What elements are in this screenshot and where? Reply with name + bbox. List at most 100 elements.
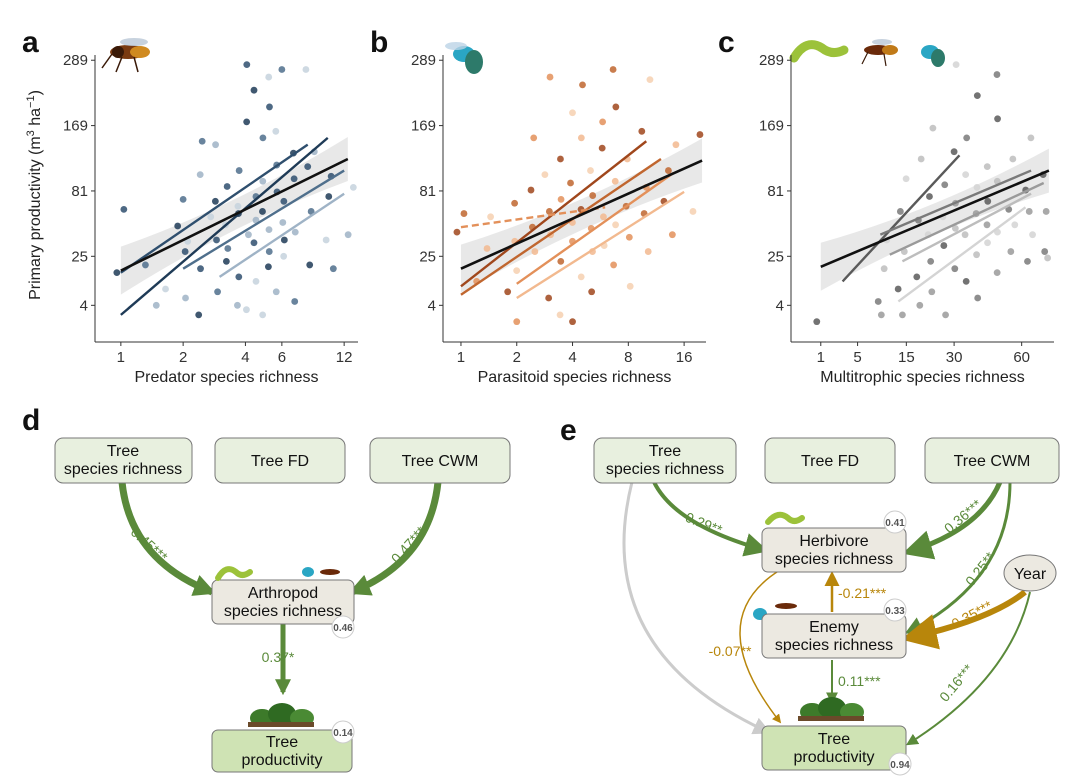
data-point (874, 298, 882, 305)
data-point (646, 76, 654, 84)
coef-year-productivity: 0.16*** (936, 661, 977, 705)
data-point (259, 208, 266, 215)
data-point (223, 183, 231, 190)
year-fit-line (516, 190, 685, 299)
data-point (196, 171, 204, 179)
arrow-treecwm-arthropod (347, 481, 442, 596)
data-point (245, 231, 252, 239)
box-enemy-line2: species richness (775, 637, 893, 654)
y-tick-label: 289 (63, 52, 88, 69)
box-tree-sr-e-line2: species richness (606, 461, 724, 478)
data-point (243, 61, 251, 68)
data-point (142, 261, 149, 269)
x-tick-label: 1 (457, 349, 465, 366)
data-point (322, 236, 330, 244)
data-point (212, 141, 219, 149)
coef-enemy-productivity: 0.11*** (838, 673, 881, 689)
x-tick-label: 15 (898, 349, 915, 366)
data-point (511, 199, 519, 207)
data-point (234, 301, 241, 309)
r2-badge-productivity (331, 720, 355, 744)
data-point (243, 306, 250, 314)
data-point (530, 134, 538, 142)
data-point (1041, 248, 1049, 255)
x-tick-label: 30 (946, 349, 963, 366)
x-tick-label: 2 (513, 349, 521, 366)
data-point (264, 263, 272, 271)
data-point (234, 202, 242, 210)
box-tree-cwm-label: Tree CWM (402, 453, 479, 470)
box-arthropod-line1: Arthropod (248, 585, 318, 602)
box-tree-fd (214, 437, 346, 484)
data-point (927, 257, 935, 265)
year-fit-line (182, 169, 345, 270)
data-point (278, 66, 286, 73)
x-tick-label: 2 (179, 349, 187, 366)
panel-label-a: a (22, 26, 39, 59)
data-point (599, 118, 607, 126)
box-tree-sr-e-line1: Tree (649, 443, 681, 460)
data-point (272, 127, 280, 135)
data-point (598, 144, 606, 152)
data-point (557, 257, 565, 265)
x-axis-label: Predator species richness (134, 369, 318, 386)
y-tick-label: 25 (71, 248, 88, 265)
data-point (941, 181, 949, 189)
data-point (453, 228, 461, 236)
data-point (569, 318, 576, 326)
box-tree-sr-line2: species richness (64, 461, 182, 478)
box-tree-cwm-e-label: Tree CWM (954, 453, 1031, 470)
data-point (625, 233, 633, 241)
data-point (272, 288, 280, 296)
data-point (1029, 231, 1036, 239)
data-point (280, 197, 288, 205)
data-point (235, 273, 243, 281)
dashed-fit-line (460, 206, 606, 229)
panel-label-b: b (370, 26, 388, 59)
data-point (306, 261, 314, 269)
cuckoo-wasp-small-icon (921, 45, 945, 67)
data-point (235, 167, 243, 174)
data-point (916, 301, 924, 309)
data-point (211, 197, 219, 205)
arrow-treesr-herbivore (652, 481, 769, 557)
data-point (962, 171, 970, 179)
panel-label-e: e (560, 414, 577, 447)
data-point (612, 103, 620, 111)
data-point (259, 177, 267, 185)
trees-icon (248, 703, 314, 727)
data-point (913, 273, 921, 281)
data-point (951, 224, 959, 232)
data-point (899, 311, 906, 319)
r2-badge-enemy (883, 598, 907, 622)
data-point (880, 265, 888, 273)
arrow-treesr-arthropod (118, 481, 217, 596)
data-point (610, 261, 618, 269)
year-fit-line (460, 158, 662, 296)
data-point (638, 127, 646, 135)
panel-label-c: c (718, 26, 735, 59)
data-point (950, 148, 958, 156)
data-point (577, 273, 585, 281)
year-fit-line (841, 154, 961, 283)
arrow-herbivore-productivity (739, 569, 782, 724)
data-point (224, 245, 232, 252)
data-point (304, 163, 312, 171)
box-tree-prod-e-line1: Tree (818, 731, 850, 748)
caterpillar-icon (215, 566, 253, 581)
data-point (983, 163, 991, 171)
data-point (973, 92, 981, 100)
data-point (265, 248, 273, 255)
data-point (259, 134, 267, 142)
data-point (993, 71, 1001, 78)
data-point (207, 213, 215, 221)
data-point (588, 288, 596, 296)
data-point (545, 208, 553, 215)
box-tree-species-richness-e (593, 437, 737, 484)
data-point (579, 81, 586, 89)
data-point (325, 193, 333, 200)
data-point (973, 251, 980, 259)
x-axis-label: Multitrophic species richness (820, 369, 1025, 386)
data-point (265, 73, 273, 81)
